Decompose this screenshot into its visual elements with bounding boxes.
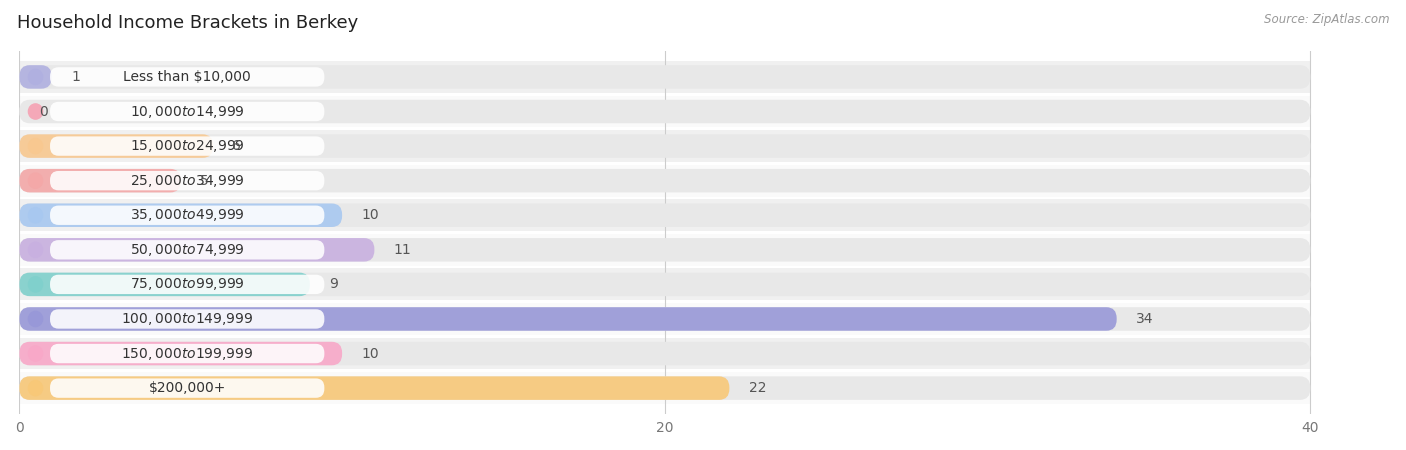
Text: 6: 6: [232, 139, 242, 153]
FancyBboxPatch shape: [20, 273, 1310, 296]
Text: 11: 11: [394, 243, 412, 257]
Circle shape: [28, 207, 42, 223]
Text: 10: 10: [361, 208, 380, 222]
Text: 10: 10: [361, 346, 380, 360]
Circle shape: [28, 242, 42, 257]
FancyBboxPatch shape: [51, 309, 325, 328]
FancyBboxPatch shape: [20, 303, 1310, 335]
FancyBboxPatch shape: [20, 65, 1310, 89]
FancyBboxPatch shape: [51, 344, 325, 363]
FancyBboxPatch shape: [20, 269, 1310, 300]
FancyBboxPatch shape: [20, 307, 1116, 331]
FancyBboxPatch shape: [20, 95, 1310, 127]
Circle shape: [28, 104, 42, 119]
FancyBboxPatch shape: [20, 238, 1310, 261]
Text: $150,000 to $199,999: $150,000 to $199,999: [121, 346, 253, 361]
Circle shape: [28, 139, 42, 154]
FancyBboxPatch shape: [51, 206, 325, 225]
Text: Household Income Brackets in Berkey: Household Income Brackets in Berkey: [17, 14, 359, 32]
FancyBboxPatch shape: [20, 307, 1310, 331]
FancyBboxPatch shape: [20, 169, 181, 193]
FancyBboxPatch shape: [20, 100, 1310, 123]
FancyBboxPatch shape: [20, 130, 1310, 162]
Text: $15,000 to $24,999: $15,000 to $24,999: [129, 138, 245, 154]
Text: $10,000 to $14,999: $10,000 to $14,999: [129, 104, 245, 120]
FancyBboxPatch shape: [51, 378, 325, 398]
FancyBboxPatch shape: [20, 238, 374, 261]
FancyBboxPatch shape: [51, 67, 325, 86]
FancyBboxPatch shape: [20, 65, 52, 89]
Text: 1: 1: [72, 70, 80, 84]
Text: $35,000 to $49,999: $35,000 to $49,999: [129, 207, 245, 223]
FancyBboxPatch shape: [20, 165, 1310, 197]
Text: 34: 34: [1136, 312, 1153, 326]
Circle shape: [28, 346, 42, 361]
FancyBboxPatch shape: [20, 135, 214, 158]
FancyBboxPatch shape: [51, 171, 325, 190]
Circle shape: [28, 69, 42, 85]
FancyBboxPatch shape: [51, 136, 325, 156]
FancyBboxPatch shape: [20, 135, 1310, 158]
FancyBboxPatch shape: [20, 169, 1310, 193]
Text: 9: 9: [329, 277, 337, 292]
FancyBboxPatch shape: [20, 61, 1310, 93]
FancyBboxPatch shape: [51, 274, 325, 294]
FancyBboxPatch shape: [20, 376, 1310, 400]
FancyBboxPatch shape: [51, 102, 325, 121]
Circle shape: [28, 173, 42, 188]
FancyBboxPatch shape: [20, 372, 1310, 404]
Circle shape: [28, 311, 42, 327]
Circle shape: [28, 277, 42, 292]
FancyBboxPatch shape: [20, 203, 342, 227]
Text: $25,000 to $34,999: $25,000 to $34,999: [129, 173, 245, 189]
FancyBboxPatch shape: [20, 273, 309, 296]
FancyBboxPatch shape: [20, 342, 342, 365]
Text: 0: 0: [39, 104, 48, 118]
FancyBboxPatch shape: [20, 376, 730, 400]
Text: 5: 5: [200, 174, 209, 188]
Circle shape: [28, 381, 42, 396]
FancyBboxPatch shape: [51, 240, 325, 260]
Text: $200,000+: $200,000+: [149, 381, 226, 395]
FancyBboxPatch shape: [20, 199, 1310, 231]
FancyBboxPatch shape: [20, 338, 1310, 369]
Text: Less than $10,000: Less than $10,000: [124, 70, 252, 84]
FancyBboxPatch shape: [20, 342, 1310, 365]
FancyBboxPatch shape: [20, 203, 1310, 227]
Text: $75,000 to $99,999: $75,000 to $99,999: [129, 276, 245, 292]
Text: 22: 22: [749, 381, 766, 395]
Text: Source: ZipAtlas.com: Source: ZipAtlas.com: [1264, 14, 1389, 27]
Text: $100,000 to $149,999: $100,000 to $149,999: [121, 311, 253, 327]
FancyBboxPatch shape: [20, 234, 1310, 266]
Text: $50,000 to $74,999: $50,000 to $74,999: [129, 242, 245, 258]
